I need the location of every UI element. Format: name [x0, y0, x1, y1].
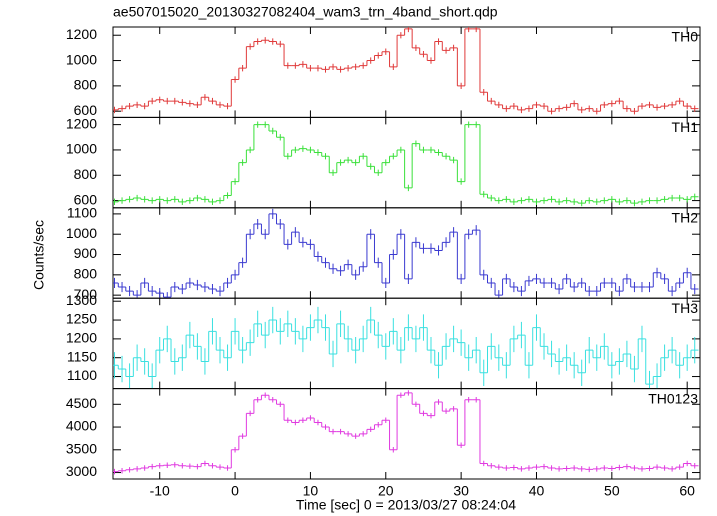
y-tick-label: 1300	[66, 292, 97, 308]
x-tick-label: 40	[529, 483, 545, 499]
y-tick-label: 4000	[66, 418, 97, 434]
panel-frame	[112, 116, 701, 209]
x-tick-label: 10	[303, 483, 319, 499]
y-tick-label: 600	[74, 191, 98, 207]
x-tick-label: 20	[378, 483, 394, 499]
y-tick-label: 1150	[67, 348, 97, 364]
y-tick-label: 1000	[66, 51, 97, 67]
y-tick-label: 1250	[66, 311, 97, 327]
y-tick-label: 1000	[66, 225, 97, 241]
y-tick-label: 700	[74, 286, 98, 302]
y-axis-label: Counts/sec	[31, 220, 47, 290]
y-tick-label: 1100	[67, 205, 97, 221]
y-tick-label: 1200	[66, 330, 97, 346]
x-axis-label: Time [sec] 0 = 2013/03/27 08:24:04	[296, 497, 516, 513]
y-tick-label: 900	[74, 245, 98, 261]
panel-frame	[112, 388, 701, 480]
panel-label: TH0	[672, 29, 699, 45]
y-tick-label: 1100	[67, 367, 97, 383]
y-tick-label: 1000	[66, 141, 97, 157]
x-tick-label: -10	[150, 483, 170, 499]
y-tick-label: 800	[74, 266, 98, 282]
y-tick-label: 600	[74, 102, 98, 118]
x-tick-label: 60	[679, 483, 695, 499]
panel-label: TH3	[672, 300, 699, 316]
x-tick-label: 30	[453, 483, 469, 499]
chart-title: ae507015020_20130327082404_wam3_trn_4ban…	[113, 4, 498, 20]
y-tick-label: 4500	[66, 395, 97, 411]
y-tick-label: 800	[74, 166, 98, 182]
panel-label: TH1	[672, 119, 699, 135]
x-tick-label: 0	[231, 483, 239, 499]
panel-label: TH0123	[648, 390, 698, 406]
y-tick-label: 3000	[66, 463, 97, 479]
x-tick-label: 50	[604, 483, 620, 499]
panel-label: TH2	[672, 210, 699, 226]
y-tick-label: 1200	[66, 26, 97, 42]
y-tick-label: 3500	[66, 440, 97, 456]
y-tick-label: 800	[74, 77, 98, 93]
y-tick-label: 1200	[66, 115, 97, 131]
